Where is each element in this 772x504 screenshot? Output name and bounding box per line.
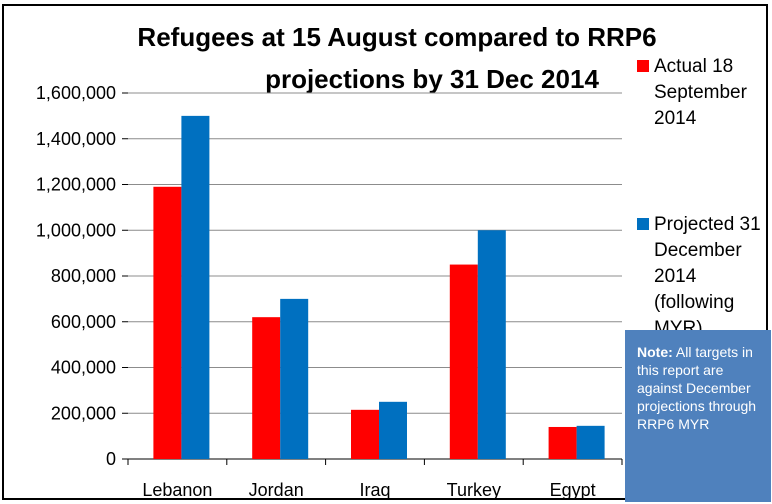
bar-turkey-series-1 [449,264,478,459]
x-axis-categories: Lebanon Jordan Iraq Turkey Egypt [142,480,595,500]
y-tick-label: 1,200,000 [36,175,116,195]
bar-iraq-series-1 [351,409,379,459]
y-tick-label: 600,000 [51,312,116,332]
legend-label: (following [654,292,734,313]
legend-swatch [637,60,649,72]
legend-label: September [654,82,748,103]
chart-title-line1: Refugees at 15 August compared to RRP6 [137,22,656,52]
y-axis-ticks: 0 200,000 400,000 600,000 800,000 1,000,000 1,… [36,83,116,469]
legend: Actual 18 September 2014 Projected 31 Decemb… [637,56,761,339]
note-text: All targets in this report are against D… [637,344,757,432]
bar-lebanon-series-2 [181,115,210,459]
bar-jordan-series-2 [280,298,309,459]
legend-label: 2014 [654,108,697,129]
x-category-label: Jordan [249,480,304,500]
y-tick-label: 400,000 [51,358,116,378]
y-tick-label: 0 [106,449,116,469]
note-label: Note: [637,344,673,360]
legend-label: Actual 18 [654,56,733,77]
x-category-label: Turkey [447,480,501,500]
bar-lebanon-series-1 [153,186,182,459]
y-tick-label: 800,000 [51,266,116,286]
bar-iraq-series-2 [379,401,407,459]
y-tick-label: 200,000 [51,403,116,423]
y-tick-label: 1,000,000 [36,220,116,240]
y-tick-label: 1,400,000 [36,129,116,149]
bars [153,115,605,459]
bar-jordan-series-1 [252,317,281,459]
x-category-label: Iraq [359,480,390,500]
y-tick-label: 1,600,000 [36,83,116,103]
chart-title-line2: projections by 31 Dec 2014 [265,64,599,94]
legend-swatch [637,218,649,230]
note-box: Note: All targets in this report are aga… [625,330,771,502]
bar-turkey-series-2 [477,230,506,459]
x-category-label: Lebanon [142,480,212,500]
x-category-label: Egypt [550,480,596,500]
legend-label: December [654,240,742,261]
legend-label: 2014 [654,266,697,287]
legend-label: Projected 31 [654,214,761,235]
bar-egypt-series-1 [548,426,577,459]
bar-egypt-series-2 [576,425,605,459]
